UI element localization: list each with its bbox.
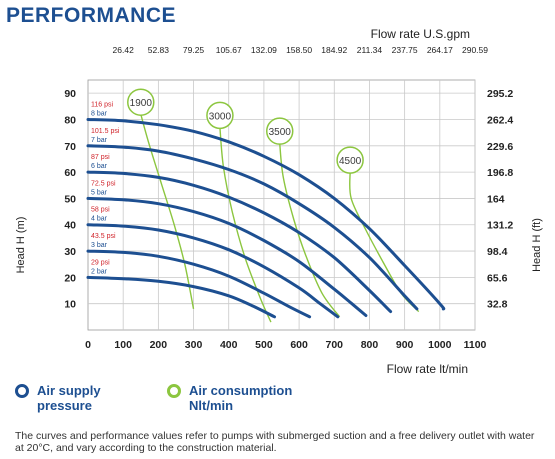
psi-label: 58 psi [91,207,110,214]
y-right-tick-label: 262.4 [487,114,513,126]
bar-label: 6 bar [91,163,108,170]
psi-label: 116 psi [91,101,113,108]
psi-label: 87 psi [91,154,110,161]
y-left-tick-label: 40 [64,220,76,232]
top-tick-label: 158.50 [286,45,312,55]
x-axis-title: Flow rate lt/min [387,362,468,376]
consumption-bubble-label: 1900 [130,98,153,109]
bar-label: 4 bar [91,216,108,223]
consumption-bubble-label: 3000 [209,111,232,122]
top-tick-label: 237.75 [392,45,418,55]
pressure-curve [86,249,312,319]
top-tick-label: 79.25 [183,45,205,55]
y-right-tick-label: 32.8 [487,299,508,311]
y-left-tick-label: 90 [64,88,76,100]
y-left-tick-label: 30 [64,246,76,258]
bar-label: 2 bar [91,268,108,275]
consumption-curve-3500 [279,143,341,318]
top-tick-label: 52.83 [148,45,170,55]
x-tick-label: 200 [150,339,168,351]
psi-label: 101.5 psi [91,128,120,135]
pressure-curve [86,170,393,314]
pressure-curve [86,223,340,319]
consumption-bubble [336,146,364,174]
bar-label: 8 bar [91,110,108,117]
x-tick-label: 1100 [464,339,487,351]
x-tick-label: 400 [220,339,238,351]
x-tick-label: 800 [361,339,379,351]
consumption-bubble [206,101,234,130]
x-tick-label: 600 [290,339,308,351]
x-tick-label: 0 [85,339,91,351]
pressure-curve [86,144,419,311]
top-tick-label: 290.59 [462,45,488,55]
y-right-tick-label: 65.6 [487,272,508,284]
y-left-tick-label: 20 [64,272,76,284]
blue-ring-icon [15,384,29,398]
psi-label: 43.5 psi [91,233,116,240]
x-tick-label: 1000 [428,339,452,351]
pressure-curve [86,275,276,319]
y-right-tick-label: 229.6 [487,141,513,153]
consumption-curve-3000 [219,127,272,323]
y-left-tick-label: 70 [64,141,76,153]
x-tick-label: 100 [114,339,132,351]
consumption-bubble-label: 4500 [339,156,362,167]
x-tick-label: 500 [255,339,273,351]
pressure-curve [86,196,368,317]
legend-air-supply-label: Air supply pressure [37,383,101,413]
consumption-bubble-label: 3500 [269,127,292,138]
y-right-tick-label: 131.2 [487,220,513,232]
top-tick-label: 105.67 [216,45,242,55]
psi-label: 72.5 psi [91,180,116,187]
bar-label: 7 bar [91,137,108,144]
footnote: The curves and performance values refer … [15,430,535,454]
x-tick-label: 300 [185,339,203,351]
legend-air-supply: Air supply pressure [15,383,101,413]
consumption-bubble [265,117,294,145]
page-title: PERFORMANCE [6,4,177,27]
y-left-tick-label: 60 [64,167,76,179]
performance-chart: 0 100 200 300 400 500 600 700 800 900 1000 1100 10 32… [15,27,543,376]
y-right-tick-label: 295.2 [487,88,513,100]
legend-air-consumption-label: Air consumption Nlt/min [189,383,293,413]
top-tick-label: 132.09 [251,45,277,55]
x-tick-label: 900 [396,339,414,351]
y-left-axis-title: Head H (m) [15,217,27,274]
top-tick-label: 211.34 [357,45,383,55]
y-left-tick-label: 10 [64,299,76,311]
bar-label: 5 bar [91,189,108,196]
top-axis-title: Flow rate U.S.gpm [371,27,470,41]
top-tick-label: 26.42 [113,45,135,55]
y-right-tick-label: 164 [487,193,505,205]
y-right-tick-label: 196.8 [487,167,513,179]
top-tick-label: 264.17 [427,45,453,55]
y-right-tick-label: 98.4 [487,246,508,258]
consumption-bubble [127,88,155,116]
green-ring-icon [167,384,181,398]
pressure-curve [86,118,446,311]
y-left-tick-label: 50 [64,193,76,205]
legend-air-consumption: Air consumption Nlt/min [167,383,292,413]
y-left-tick-label: 80 [64,114,76,126]
psi-label: 29 psi [91,259,110,266]
bar-label: 3 bar [91,242,108,249]
x-tick-label: 700 [326,339,344,351]
plot-frame [87,79,476,331]
y-right-axis-title: Head H (ft) [531,218,543,272]
top-tick-label: 184.92 [321,45,347,55]
